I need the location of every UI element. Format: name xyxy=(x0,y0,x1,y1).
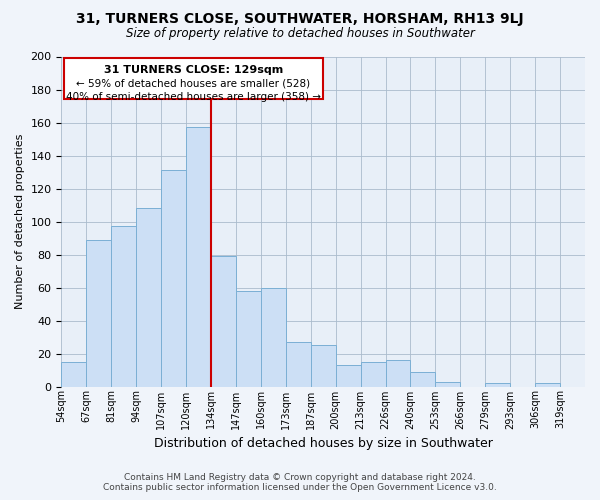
Text: 31 TURNERS CLOSE: 129sqm: 31 TURNERS CLOSE: 129sqm xyxy=(104,65,283,75)
Bar xyxy=(261,288,286,386)
FancyBboxPatch shape xyxy=(64,58,323,100)
Bar xyxy=(335,365,361,386)
Bar xyxy=(211,256,236,386)
Text: 40% of semi-detached houses are larger (358) →: 40% of semi-detached houses are larger (… xyxy=(66,92,321,102)
Bar xyxy=(86,240,111,386)
Bar xyxy=(436,382,460,386)
Bar xyxy=(410,372,436,386)
Text: 31, TURNERS CLOSE, SOUTHWATER, HORSHAM, RH13 9LJ: 31, TURNERS CLOSE, SOUTHWATER, HORSHAM, … xyxy=(76,12,524,26)
Bar xyxy=(286,342,311,386)
Bar xyxy=(186,128,211,386)
Bar xyxy=(161,170,186,386)
Text: Size of property relative to detached houses in Southwater: Size of property relative to detached ho… xyxy=(125,28,475,40)
Bar xyxy=(361,362,386,386)
Bar xyxy=(386,360,410,386)
Bar xyxy=(111,226,136,386)
Text: ← 59% of detached houses are smaller (528): ← 59% of detached houses are smaller (52… xyxy=(76,79,311,89)
Bar xyxy=(61,362,86,386)
Bar xyxy=(236,291,261,386)
Bar xyxy=(485,383,510,386)
Bar xyxy=(311,346,335,387)
Bar xyxy=(136,208,161,386)
Text: Contains HM Land Registry data © Crown copyright and database right 2024.
Contai: Contains HM Land Registry data © Crown c… xyxy=(103,473,497,492)
Bar xyxy=(535,383,560,386)
Y-axis label: Number of detached properties: Number of detached properties xyxy=(15,134,25,309)
X-axis label: Distribution of detached houses by size in Southwater: Distribution of detached houses by size … xyxy=(154,437,493,450)
